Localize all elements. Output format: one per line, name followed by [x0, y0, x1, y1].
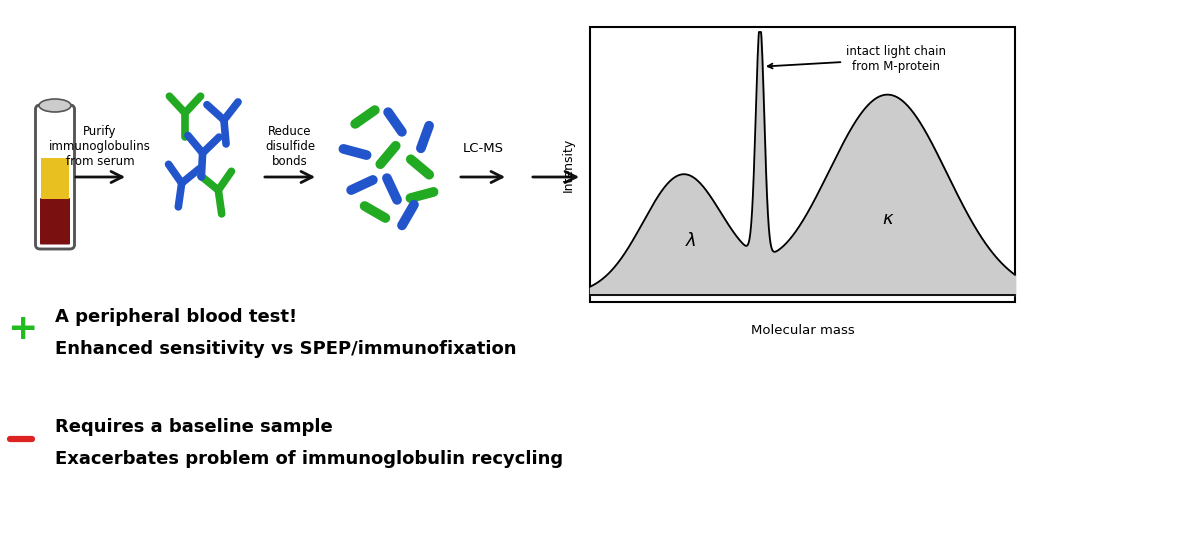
Text: Intensity: Intensity	[562, 138, 575, 192]
Text: κ: κ	[882, 211, 893, 228]
Text: λ: λ	[686, 232, 697, 251]
Text: intact light chain
from M-protein: intact light chain from M-protein	[768, 45, 946, 73]
FancyBboxPatch shape	[36, 105, 74, 249]
Text: LC-MS: LC-MS	[462, 142, 504, 155]
Text: +: +	[7, 312, 37, 346]
Ellipse shape	[40, 99, 71, 112]
FancyBboxPatch shape	[40, 198, 70, 245]
Bar	[41, 158, 70, 199]
Text: A peripheral blood test!: A peripheral blood test!	[55, 308, 298, 326]
Text: Requires a baseline sample: Requires a baseline sample	[55, 418, 332, 436]
Bar	[590, 27, 1015, 302]
Text: Exacerbates problem of immunoglobulin recycling: Exacerbates problem of immunoglobulin re…	[55, 450, 563, 468]
Text: Reduce
disulfide
bonds: Reduce disulfide bonds	[265, 125, 316, 168]
Text: Molecular mass: Molecular mass	[751, 324, 854, 336]
Text: Enhanced sensitivity vs SPEP/immunofixation: Enhanced sensitivity vs SPEP/immunofixat…	[55, 340, 516, 358]
Text: Purify
immunoglobulins
from serum: Purify immunoglobulins from serum	[49, 125, 151, 168]
